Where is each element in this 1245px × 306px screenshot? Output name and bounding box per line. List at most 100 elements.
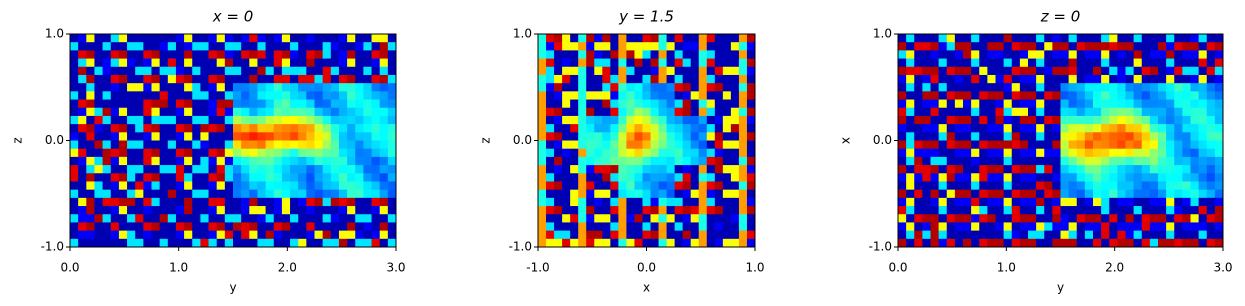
- pixel: [914, 42, 923, 51]
- pixel: [674, 42, 684, 51]
- pixel: [200, 156, 209, 166]
- pixel: [1158, 238, 1167, 248]
- pixel: [1125, 238, 1135, 248]
- pixel: [1019, 181, 1029, 191]
- pixel: [192, 115, 201, 125]
- pixel: [1052, 214, 1061, 223]
- pixel: [1068, 124, 1078, 133]
- pixel: [650, 156, 659, 166]
- pixel: [570, 115, 579, 125]
- pixel: [1125, 173, 1135, 182]
- pixel: [322, 181, 332, 191]
- pixel: [922, 58, 931, 68]
- pixel: [1068, 34, 1078, 43]
- pixel: [1198, 124, 1208, 133]
- pixel: [143, 99, 152, 109]
- pixel: [954, 42, 964, 51]
- pixel: [338, 42, 348, 51]
- pixel: [143, 34, 152, 43]
- pixel: [1093, 83, 1102, 92]
- pixel: [1036, 115, 1045, 125]
- pixel: [650, 165, 659, 174]
- pixel: [216, 115, 226, 125]
- pixel: [1068, 91, 1078, 100]
- pixel: [586, 132, 595, 141]
- pixel: [1117, 34, 1126, 43]
- pixel: [281, 132, 291, 141]
- pixel: [265, 66, 275, 76]
- pixel: [554, 83, 563, 92]
- pixel: [626, 66, 635, 76]
- pixel: [554, 66, 563, 76]
- pixel: [682, 66, 692, 76]
- pixel: [379, 148, 389, 158]
- pixel: [322, 222, 332, 232]
- pixel: [70, 148, 79, 158]
- x-tick-label: 3.0: [1213, 261, 1232, 275]
- x-tick-label: 0.0: [60, 261, 79, 275]
- pixel: [698, 214, 708, 223]
- pixel: [1044, 91, 1053, 100]
- pixel: [94, 148, 103, 158]
- pixel: [265, 42, 275, 51]
- pixel: [208, 124, 218, 133]
- pixel: [746, 140, 756, 150]
- pixel: [118, 173, 128, 182]
- pixel: [658, 50, 667, 59]
- pixel: [330, 66, 340, 76]
- pixel: [143, 206, 152, 215]
- pixel: [110, 222, 120, 232]
- pixel: [1028, 132, 1037, 141]
- y-tick-label: -1.0: [41, 240, 64, 254]
- pixel: [175, 132, 185, 141]
- pixel: [387, 132, 397, 141]
- pixel: [1019, 197, 1029, 207]
- pixel: [78, 124, 87, 133]
- pixel: [1190, 74, 1200, 84]
- pixel: [143, 230, 152, 240]
- pixel: [562, 238, 571, 248]
- pixel: [1036, 156, 1045, 166]
- pixel: [1003, 222, 1013, 232]
- pixel: [1190, 214, 1200, 223]
- pixel: [86, 124, 95, 133]
- pixel: [1084, 181, 1094, 191]
- pixel: [233, 222, 242, 232]
- pixel: [110, 197, 120, 207]
- pixel: [930, 230, 940, 240]
- pixel: [674, 148, 684, 158]
- pixel: [184, 197, 193, 207]
- pixel: [938, 148, 948, 158]
- pixel: [987, 91, 996, 100]
- pixel: [1182, 189, 1191, 199]
- pixel: [1206, 181, 1216, 191]
- pixel: [1068, 42, 1078, 51]
- pixel: [618, 181, 627, 191]
- pixel: [1052, 140, 1061, 150]
- pixel: [387, 50, 397, 59]
- pixel: [216, 214, 226, 223]
- pixel: [1166, 83, 1175, 92]
- pixel: [110, 34, 120, 43]
- pixel: [387, 197, 397, 207]
- pixel: [290, 222, 299, 232]
- pixel: [379, 206, 389, 215]
- pixel: [127, 230, 136, 240]
- pixel: [330, 238, 340, 248]
- pixel: [86, 132, 95, 141]
- pixel: [175, 173, 185, 182]
- pixel: [118, 189, 128, 199]
- pixel: [586, 83, 595, 92]
- pixel: [241, 181, 250, 191]
- pixel: [1093, 197, 1102, 207]
- pixel: [135, 181, 144, 191]
- pixel: [650, 99, 659, 109]
- pixel: [224, 156, 234, 166]
- pixel: [127, 140, 136, 150]
- pixel: [1044, 140, 1053, 150]
- pixel: [1166, 132, 1175, 141]
- pixel: [233, 214, 242, 223]
- pixel: [1003, 140, 1013, 150]
- pixel: [143, 115, 152, 125]
- pixel: [371, 107, 381, 117]
